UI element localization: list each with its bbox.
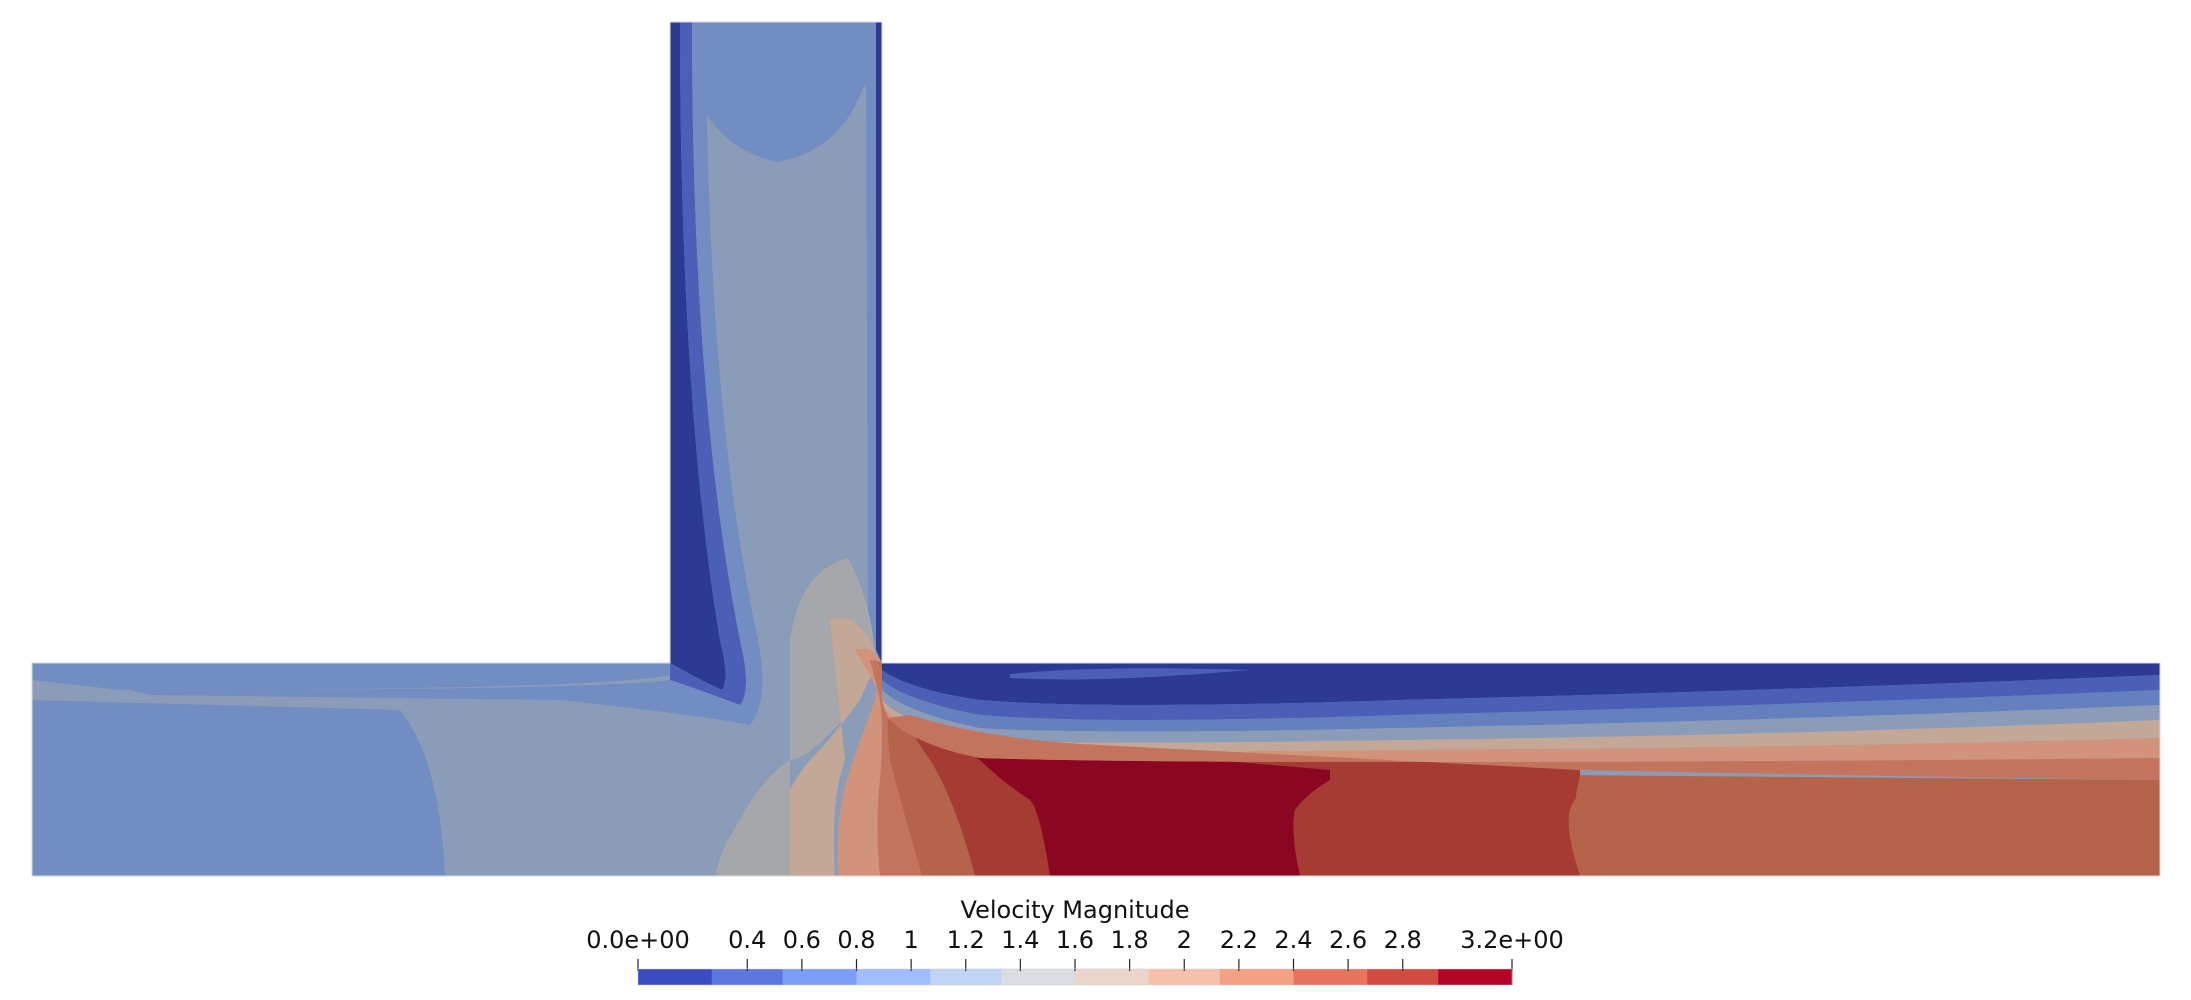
field-region-right-wall: [876, 22, 882, 663]
colorbar-tick-label-10: 2.2: [1220, 926, 1258, 954]
field-region-outlet-wall-tan: [882, 700, 2160, 753]
colorbar-band-6: [1075, 969, 1150, 985]
colorbar-tick-label-9: 2: [1177, 926, 1192, 954]
colorbar-ticks: 0.0e+00 0.4 0.6 0.8 1 1.2 1.4 1.6 1.8 2 2.2 2.4 2.6 2…: [586, 926, 1564, 971]
colorbar-tick-label-4: 1: [903, 926, 918, 954]
colorbar: Velocity Magnitude 0.0e+00 0.4 0.6 0.8 1 1.2 1…: [586, 896, 1564, 986]
colorbar-bands: [638, 969, 1513, 985]
domain-outline: [31, 21, 2161, 877]
colorbar-band-7: [1148, 969, 1221, 985]
field-region-outlet-wall-grey: [882, 690, 2160, 743]
field-region-left-wall-light: [130, 22, 763, 725]
colorbar-tick-label-8: 1.8: [1111, 926, 1149, 954]
colorbar-tick-label-2: 0.6: [783, 926, 821, 954]
colorbar-band-1: [711, 969, 784, 985]
field-region-left-wall-deep: [670, 22, 726, 690]
colorbar-band-11: [1438, 969, 1513, 985]
colorbar-band-4: [930, 969, 1002, 985]
colorbar-tick-label-12: 2.6: [1329, 926, 1367, 954]
field-region-left-inlet: [32, 700, 445, 876]
field-region-outlet-wall-salmon: [885, 710, 2160, 762]
colorbar-tick-label-6: 1.4: [1001, 926, 1039, 954]
field-region-orange: [870, 660, 922, 876]
colorbar-tick-label-11: 2.4: [1274, 926, 1312, 954]
field-region-outlet-light-red: [1560, 775, 2160, 876]
colorbar-band-3: [856, 969, 931, 985]
colorbar-band-0: [638, 969, 713, 985]
colorbar-tick-label-3: 0.8: [837, 926, 875, 954]
colorbar-band-2: [782, 969, 857, 985]
colorbar-band-10: [1367, 969, 1439, 985]
colorbar-tick-label-5: 1.2: [947, 926, 985, 954]
colorbar-frame: [637, 968, 1513, 986]
colorbar-band-5: [1001, 969, 1076, 985]
field-region-left-wall-mid: [670, 22, 746, 705]
colorbar-band-8: [1219, 969, 1294, 985]
field-region-inlet-top: [670, 22, 882, 162]
field-region-outlet-red-band: [1293, 755, 1580, 876]
field-region-salmon: [837, 648, 883, 876]
field-region-tan: [790, 617, 878, 876]
colorbar-tick-label-7: 1.6: [1056, 926, 1094, 954]
field-region-outlet-wall-light: [882, 680, 2160, 732]
colorbar-title: Velocity Magnitude: [961, 896, 1190, 924]
colorbar-tick-label-14: 3.2e+00: [1460, 926, 1564, 954]
colorbar-tick-label-0: 0.0e+00: [586, 926, 690, 954]
field-region-right-wall-light: [866, 22, 876, 650]
colorbar-band-9: [1293, 969, 1368, 985]
field-region-outlet-streak: [1010, 668, 1250, 680]
colorbar-tick-label-13: 2.8: [1384, 926, 1422, 954]
field-region-outlet-wall-orange: [888, 715, 2160, 780]
field-region-outlet-wall-mid: [882, 670, 2160, 720]
field-region-left-upper-blue: [32, 663, 670, 690]
colorbar-tick-label-1: 0.4: [728, 926, 766, 954]
